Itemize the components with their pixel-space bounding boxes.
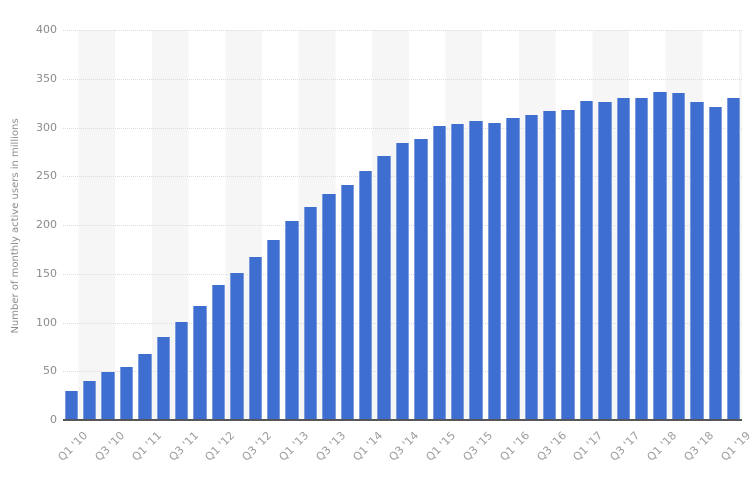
bar-Q317[interactable] [616,98,630,420]
bar-Q117[interactable] [579,101,594,420]
bar-Q313[interactable] [322,193,336,420]
bar-Q110[interactable] [64,390,78,420]
bar-Q212[interactable] [230,272,244,420]
bar-Q415[interactable] [487,122,502,420]
bar-Q116[interactable] [506,117,520,420]
y-axis-tick-label: 250 [36,169,57,183]
bar-Q114[interactable] [358,171,373,420]
bar-Q310[interactable] [101,372,115,420]
x-axis-line [63,419,742,421]
gridline-400 [63,30,742,31]
bar-Q216[interactable] [524,114,538,420]
gridline-350 [63,78,742,80]
bar-Q215[interactable] [450,123,465,420]
bar-Q217[interactable] [598,102,612,420]
bar-Q316[interactable] [542,110,557,420]
bar-Q411[interactable] [193,305,207,420]
y-axis-tick-label: 200 [36,218,57,231]
bar-Q111[interactable] [138,353,152,420]
bar-Q210[interactable] [82,381,97,420]
y-axis-tick-label: 50 [43,364,57,378]
bar-Q416[interactable] [561,109,575,420]
y-axis-title: Number of monthly active users in millio… [10,118,21,334]
y-axis-tick-label: 400 [36,23,57,36]
y-axis-tick-label: 350 [36,71,57,85]
bar-Q214[interactable] [377,155,391,420]
bar-Q112[interactable] [211,285,226,420]
plot-area [63,30,742,420]
bar-Q311[interactable] [174,321,189,420]
bar-Q414[interactable] [414,139,428,420]
bar-Q418[interactable] [708,107,722,420]
bar-Q213[interactable] [303,207,318,420]
y-axis-tick-label: 100 [36,315,57,329]
bar-Q118[interactable] [653,92,667,420]
bar-Q318[interactable] [690,102,704,420]
y-axis-tick-label: 300 [36,120,57,134]
bar-Q315[interactable] [469,120,483,420]
bar-Q314[interactable] [395,143,410,420]
gridline-300 [63,127,742,129]
bar-Q410[interactable] [119,367,134,420]
bar-Q312[interactable] [248,257,262,420]
bar-Q211[interactable] [156,337,170,420]
bar-Q413[interactable] [340,185,354,420]
bar-Q115[interactable] [432,125,446,420]
bar-Q218[interactable] [671,93,686,420]
y-axis-tick-label: 150 [36,266,57,280]
bar-Q113[interactable] [285,221,299,420]
bar-Q412[interactable] [266,239,281,420]
y-axis-tick-label: 0 [50,413,57,426]
bar-Q119[interactable] [726,98,741,420]
bar-Q417[interactable] [634,98,649,420]
